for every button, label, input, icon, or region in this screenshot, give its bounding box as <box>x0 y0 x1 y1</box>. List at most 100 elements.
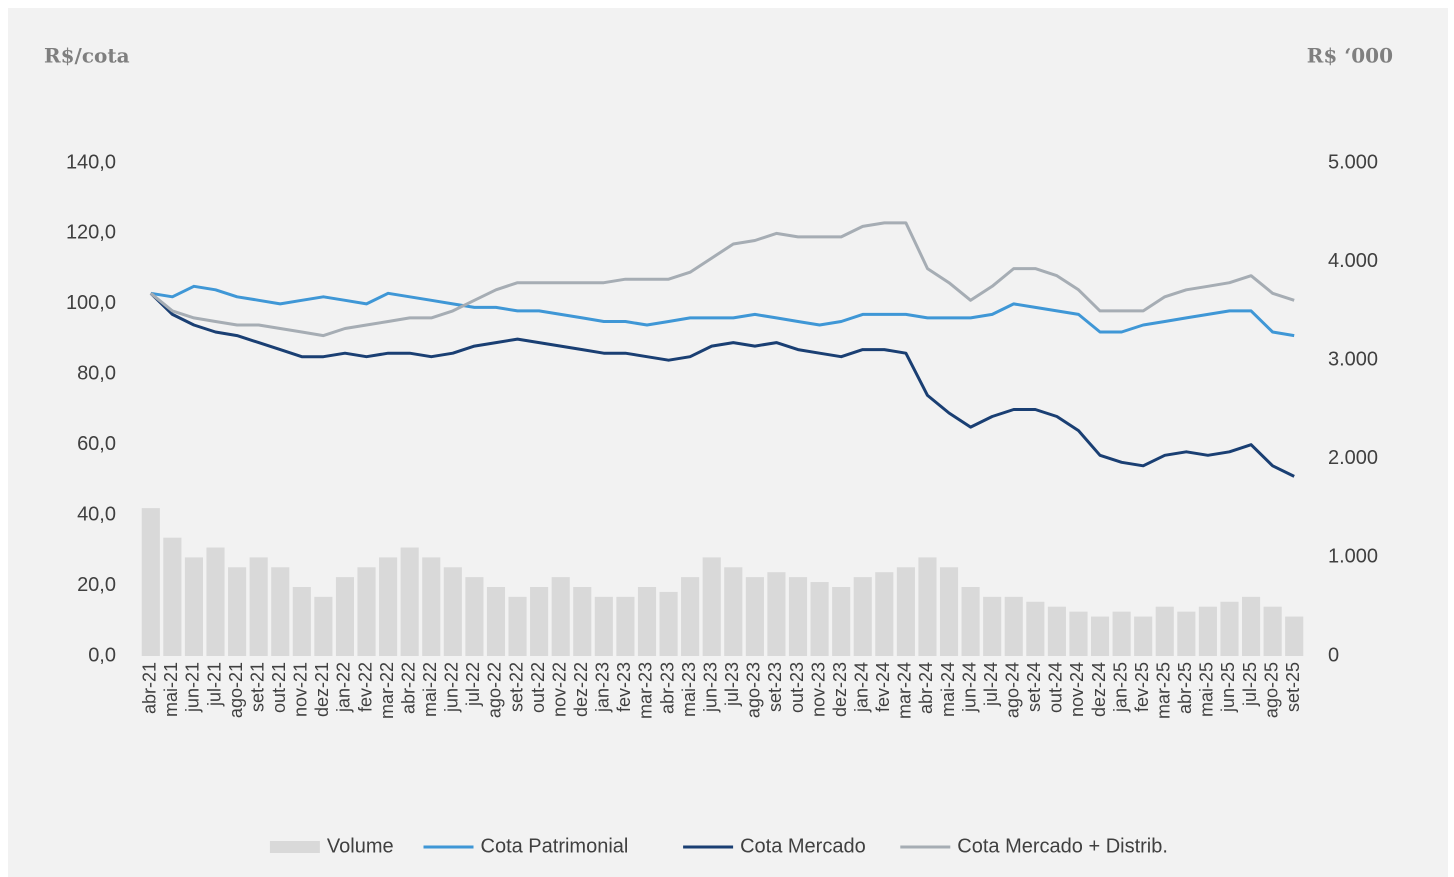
x-tick-label: mar-22 <box>377 662 397 719</box>
y2-tick-label: 5.000 <box>1328 151 1378 173</box>
volume-bar <box>810 582 829 656</box>
x-tick-label: ago-24 <box>1003 662 1023 718</box>
y2-axis-label: R$ ‘000 <box>1307 44 1393 68</box>
volume-bar <box>443 567 462 656</box>
volume-bar <box>659 591 678 656</box>
x-tick-label: set-21 <box>247 662 267 712</box>
x-tick-label: dez-24 <box>1089 662 1109 717</box>
volume-bar <box>1069 611 1088 656</box>
x-tick-label: set-25 <box>1283 662 1303 712</box>
volume-bar <box>335 577 355 656</box>
volume-bar <box>1047 606 1066 656</box>
volume-bar <box>896 567 915 656</box>
x-tick-label: fev-22 <box>355 662 375 712</box>
x-tick-label: mar-24 <box>895 662 915 719</box>
legend-label: Cota Mercado <box>740 835 866 857</box>
x-tick-label: jun-21 <box>183 662 203 713</box>
volume-bar <box>745 577 764 656</box>
volume-bar <box>983 596 1002 656</box>
volume-bar <box>1242 596 1261 656</box>
x-tick-label: jan-25 <box>1110 662 1130 713</box>
x-tick-label: mar-25 <box>1154 662 1174 719</box>
x-tick-label: dez-23 <box>830 662 850 717</box>
x-tick-label: ago-25 <box>1261 662 1281 718</box>
volume-bar <box>465 577 484 656</box>
line-series <box>149 221 1295 338</box>
volume-bar <box>163 537 182 656</box>
x-tick-label: jul-23 <box>722 662 742 707</box>
volume-bar <box>616 596 635 656</box>
volume-bar <box>853 577 872 656</box>
x-tick-label: out-24 <box>1046 662 1066 713</box>
volume-bar <box>1134 616 1153 656</box>
x-tick-label: mar-23 <box>636 662 656 719</box>
x-tick-label: jan-22 <box>334 662 354 713</box>
y2-tick-label: 2.000 <box>1328 447 1378 469</box>
volume-bar <box>141 508 160 656</box>
volume-bar <box>249 557 268 656</box>
x-tick-label: jun-23 <box>700 662 720 713</box>
line-series <box>150 284 1295 338</box>
background <box>8 8 1448 877</box>
x-tick-label: set-22 <box>506 662 526 712</box>
volume-bar <box>875 572 894 656</box>
volume-bar <box>637 586 657 656</box>
y-tick-label: 60,0 <box>77 433 116 455</box>
volume-bar <box>1004 596 1023 656</box>
volume-bar <box>961 586 980 656</box>
y-tick-label: 20,0 <box>77 574 116 596</box>
x-tick-label: nov-24 <box>1067 662 1087 717</box>
volume-bar <box>379 557 398 656</box>
volume-bar <box>1285 616 1304 656</box>
x-tick-label: out-21 <box>269 662 289 713</box>
x-tick-label: jul-24 <box>981 662 1001 707</box>
x-tick-label: ago-22 <box>485 662 505 718</box>
x-tick-label: ago-21 <box>226 662 246 718</box>
x-tick-label: set-24 <box>1024 662 1044 712</box>
legend-swatch <box>269 841 320 853</box>
volume-bar <box>508 596 527 656</box>
x-tick-label: fev-25 <box>1132 662 1152 712</box>
legend-label: Cota Patrimonial <box>481 835 629 857</box>
volume-bar <box>724 567 743 656</box>
volume-bar <box>594 596 613 656</box>
volume-bar <box>939 567 959 656</box>
y2-tick-label: 0 <box>1328 644 1339 666</box>
x-tick-label: abr-22 <box>398 662 418 714</box>
volume-bar <box>918 557 937 656</box>
x-tick-label: set-23 <box>765 662 785 712</box>
x-tick-label: abr-23 <box>657 662 677 714</box>
volume-bar <box>206 547 225 656</box>
x-tick-label: jul-25 <box>1240 662 1260 707</box>
volume-bar <box>486 586 506 656</box>
x-tick-label: ago-23 <box>744 662 764 718</box>
volume-bar <box>228 567 247 656</box>
volume-bar <box>1263 606 1282 656</box>
x-tick-label: mai-21 <box>161 662 181 717</box>
x-tick-label: dez-22 <box>571 662 591 717</box>
line-series <box>149 292 1295 478</box>
volume-bar <box>1177 611 1196 656</box>
volume-bar <box>702 557 721 656</box>
volume-bar <box>788 577 808 656</box>
x-tick-label: jun-22 <box>442 662 462 713</box>
volume-bar <box>551 577 570 656</box>
x-tick-label: mai-24 <box>938 662 958 717</box>
volume-bar <box>1026 601 1045 656</box>
volume-bar <box>400 547 419 656</box>
volume-bar <box>314 596 333 656</box>
x-tick-label: nov-22 <box>549 662 569 717</box>
y-tick-label: 80,0 <box>77 363 116 385</box>
x-tick-label: mai-23 <box>679 662 699 717</box>
x-tick-label: jan-23 <box>593 662 613 713</box>
x-tick-label: abr-24 <box>916 662 936 714</box>
volume-bar <box>767 572 786 656</box>
x-tick-label: out-22 <box>528 662 548 713</box>
y-tick-label: 100,0 <box>66 292 116 314</box>
y2-tick-label: 3.000 <box>1328 348 1378 370</box>
x-tick-label: jul-21 <box>204 662 224 707</box>
y-tick-label: 0,0 <box>88 644 116 666</box>
y-axis-label: R$/cota <box>44 44 130 68</box>
x-tick-label: jul-22 <box>463 662 483 707</box>
